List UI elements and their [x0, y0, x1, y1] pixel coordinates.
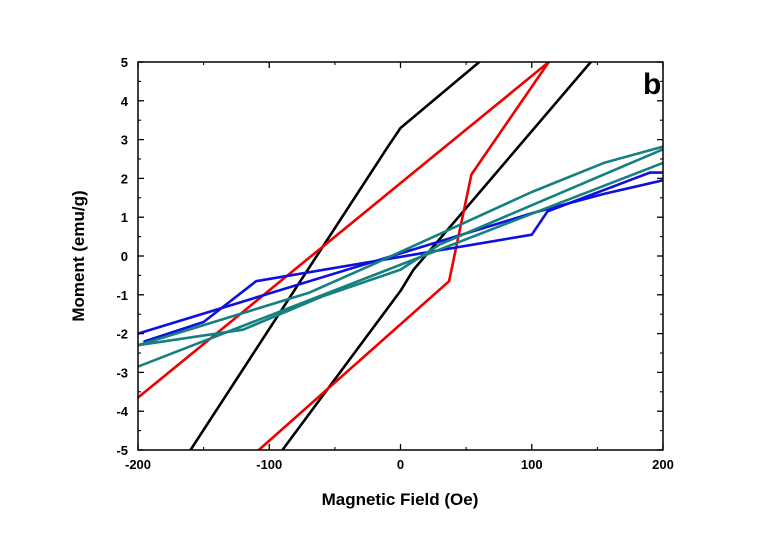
y-tick-label: 0 [121, 249, 128, 264]
x-tick-label: -200 [125, 457, 151, 472]
x-tick-label: 100 [521, 457, 543, 472]
y-tick-label: 4 [121, 94, 129, 109]
x-axis-title: Magnetic Field (Oe) [322, 490, 479, 509]
series-layer [138, 62, 663, 450]
y-tick-label: -5 [116, 443, 128, 458]
x-tick-label: -100 [256, 457, 282, 472]
y-tick-label: -1 [116, 288, 128, 303]
series-line-4 [257, 62, 551, 450]
series-line-8 [138, 145, 663, 347]
ticks-layer [137, 61, 664, 451]
y-tick-label: -2 [116, 327, 128, 342]
y-tick-label: 1 [121, 210, 128, 225]
series-line-6 [143, 171, 663, 343]
y-tick-label: 2 [121, 171, 128, 186]
y-tick-label: -3 [116, 365, 128, 380]
y-axis-title: Moment (emu/g) [69, 190, 88, 321]
x-tick-label: 0 [397, 457, 404, 472]
series-line-3 [138, 62, 551, 399]
y-tick-label: 3 [121, 133, 128, 148]
y-tick-label: 5 [121, 55, 128, 70]
labels-layer: -200 -100 0 100 200 -5 -4 -3 -2 -1 0 1 2 3 4 5 [116, 55, 673, 472]
series-line-2 [281, 62, 593, 450]
panel-label: b [643, 68, 661, 101]
y-tick-label: -4 [116, 404, 128, 419]
x-tick-label: 200 [652, 457, 674, 472]
series-line-9 [138, 148, 663, 347]
series-line-1 [189, 62, 481, 450]
series-line-7 [138, 161, 663, 368]
